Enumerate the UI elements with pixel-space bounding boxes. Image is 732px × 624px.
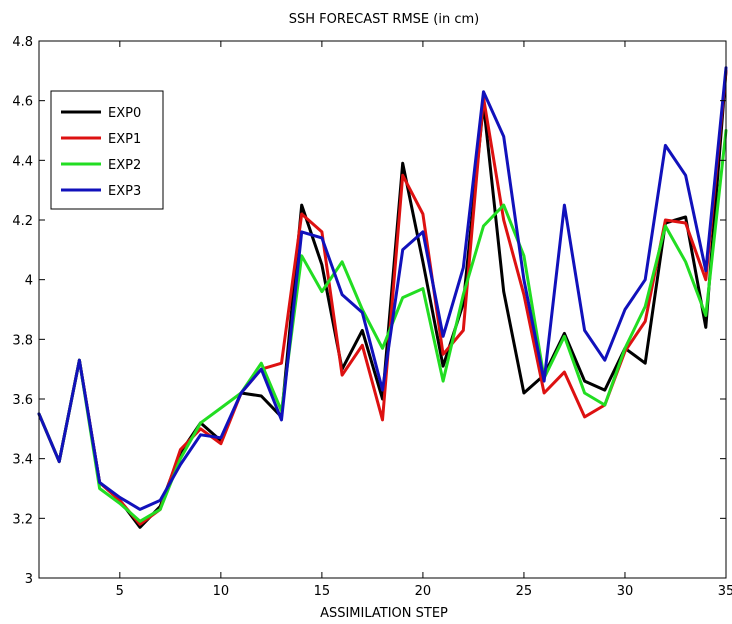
y-axis: 3 3.2 3.4 3.6 3.8 4 4.2 4.4 4.6 4.8 (12, 35, 726, 587)
axes-frame (38, 40, 727, 579)
series-line-exp2 (37, 129, 728, 523)
x-tick-label: 20 (415, 584, 432, 599)
x-tick-label: 10 (213, 584, 230, 599)
legend-label-exp2: EXP2 (108, 158, 141, 173)
y-tick-label: 4.8 (12, 35, 33, 50)
y-tick-label: 3.4 (12, 453, 33, 468)
legend-label-exp1: EXP1 (108, 132, 141, 147)
y-tick-label: 4.4 (12, 154, 33, 169)
y-tick-label: 4.2 (12, 214, 33, 229)
x-tick-label: 5 (116, 584, 124, 599)
chart-title: SSH FORECAST RMSE (in cm) (289, 12, 479, 27)
legend-label-exp0: EXP0 (108, 106, 141, 121)
x-tick-label: 25 (516, 584, 533, 599)
x-tick-label: 15 (314, 584, 331, 599)
y-tick-label: 3.2 (12, 512, 33, 527)
y-tick-label: 3 (25, 572, 33, 587)
legend: EXP0 EXP1 EXP2 EXP3 (50, 90, 164, 210)
y-tick-label: 3.6 (12, 393, 33, 408)
y-tick-label: 3.8 (12, 333, 33, 348)
x-tick-label: 30 (617, 584, 634, 599)
x-tick-label: 35 (718, 584, 732, 599)
y-tick-label: 4.6 (12, 95, 33, 110)
legend-label-exp3: EXP3 (108, 184, 141, 199)
x-axis: 5 10 15 20 25 30 35 (116, 41, 732, 599)
series-layer (37, 66, 728, 529)
series-line-exp3 (37, 66, 728, 511)
x-axis-label: ASSIMILATION STEP (320, 606, 448, 621)
y-tick-label: 4 (25, 274, 33, 289)
